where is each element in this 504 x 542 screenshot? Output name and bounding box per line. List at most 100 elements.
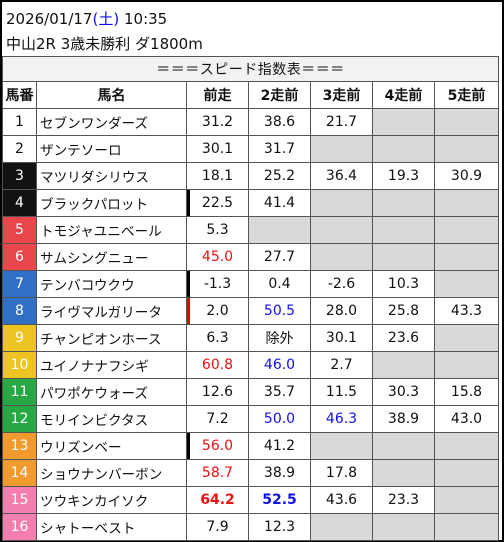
speed-index-cell: 43.6 [310, 486, 373, 514]
speed-index-cell: 22.5 [186, 189, 249, 217]
table-row: 13 ウリズンベー 56.0 41.2 [2, 432, 499, 460]
column-header-4-races-ago: 4走前 [372, 81, 435, 109]
speed-index-cell: 27.7 [248, 243, 311, 271]
speed-index-cell: -1.3 [186, 270, 249, 298]
speed-index-cell: 52.5 [248, 486, 311, 514]
table-row: 14 ショウナンバーボン 58.7 38.9 17.8 [2, 459, 499, 487]
speed-index-cell: 7.2 [186, 405, 249, 433]
horse-number-cell: 2 [2, 135, 37, 163]
empty-index-cell [434, 351, 499, 379]
horse-number-cell: 7 [2, 270, 37, 298]
horse-name-cell: ユイノナナフシギ [36, 351, 187, 379]
horse-number-cell: 11 [2, 378, 37, 406]
empty-index-cell [310, 216, 373, 244]
column-header-name: 馬名 [36, 81, 187, 109]
speed-index-cell: 43.0 [434, 405, 499, 433]
table-row: 10 ユイノナナフシギ 60.8 46.0 2.7 [2, 351, 499, 379]
horse-name-cell: トモジャユニベール [36, 216, 187, 244]
speed-index-cell: 0.4 [248, 270, 311, 298]
table-row: 8 ライヴマルガリータ 2.0 50.5 28.0 25.8 43.3 [2, 297, 499, 325]
empty-index-cell [310, 189, 373, 217]
horse-name-cell: パワポケウォーズ [36, 378, 187, 406]
horse-number-cell: 12 [2, 405, 37, 433]
horse-name-cell: ザンテソーロ [36, 135, 187, 163]
empty-index-cell [372, 135, 435, 163]
empty-index-cell [434, 189, 499, 217]
horse-number-cell: 3 [2, 162, 37, 190]
empty-index-cell [372, 189, 435, 217]
speed-index-cell: 2.0 [186, 297, 249, 325]
table-row: 4 ブラックパロット 22.5 41.4 [2, 189, 499, 217]
speed-index-cell: 56.0 [186, 432, 249, 460]
empty-index-cell [434, 432, 499, 460]
speed-index-cell: 25.8 [372, 297, 435, 325]
table-row: 12 モリインビクタス 7.2 50.0 46.3 38.9 43.0 [2, 405, 499, 433]
empty-index-cell [372, 459, 435, 487]
empty-index-cell [248, 216, 311, 244]
speed-index-cell: 31.2 [186, 108, 249, 136]
horse-number-cell: 13 [2, 432, 37, 460]
speed-index-cell: 10.3 [372, 270, 435, 298]
speed-index-cell: 58.7 [186, 459, 249, 487]
speed-index-cell: 5.3 [186, 216, 249, 244]
speed-index-cell: 38.9 [372, 405, 435, 433]
empty-index-cell [434, 513, 499, 541]
speed-index-cell: 30.1 [186, 135, 249, 163]
speed-index-cell: 46.3 [310, 405, 373, 433]
table-row: 7 テンバコウクウ -1.3 0.4 -2.6 10.3 [2, 270, 499, 298]
speed-index-cell: 21.7 [310, 108, 373, 136]
speed-index-cell: 除外 [248, 324, 311, 352]
speed-index-cell: 46.0 [248, 351, 311, 379]
speed-index-cell: 30.1 [310, 324, 373, 352]
race-info: 中山2R 3歳未勝利 ダ1800m [6, 35, 203, 53]
horse-number-cell: 14 [2, 459, 37, 487]
horse-name-cell: モリインビクタス [36, 405, 187, 433]
speed-index-cell: 2.7 [310, 351, 373, 379]
speed-index-cell: 50.5 [248, 297, 311, 325]
speed-index-cell: -2.6 [310, 270, 373, 298]
table-row: 11 パワポケウォーズ 12.6 35.7 11.5 30.3 15.8 [2, 378, 499, 406]
table-row: 2 ザンテソーロ 30.1 31.7 [2, 135, 499, 163]
speed-index-cell: 18.1 [186, 162, 249, 190]
column-header-row: 馬番 馬名 前走 2走前 3走前 4走前 5走前 [2, 81, 499, 109]
horse-name-cell: ブラックパロット [36, 189, 187, 217]
speed-index-cell: 12.6 [186, 378, 249, 406]
speed-index-cell: 30.3 [372, 378, 435, 406]
table-row: 6 サムシングニュー 45.0 27.7 [2, 243, 499, 271]
empty-index-cell [434, 486, 499, 514]
table-row: 3 マツリダシリウス 18.1 25.2 36.4 19.3 30.9 [2, 162, 499, 190]
race-datetime: 2026/01/17(土) 10:35 [6, 8, 167, 29]
column-header-2-races-ago: 2走前 [248, 81, 311, 109]
empty-index-cell [434, 243, 499, 271]
horse-name-cell: テンバコウクウ [36, 270, 187, 298]
horse-number-cell: 16 [2, 513, 37, 541]
table-row: 15 ツウキンカイソク 64.2 52.5 43.6 23.3 [2, 486, 499, 514]
table-row: 16 シャトーベスト 7.9 12.3 [2, 513, 499, 541]
speed-index-cell: 38.9 [248, 459, 311, 487]
race-time: 10:35 [123, 10, 168, 28]
empty-index-cell [434, 270, 499, 298]
day-of-week: (土) [92, 10, 120, 28]
horse-number-cell: 8 [2, 297, 37, 325]
horse-number-cell: 6 [2, 243, 37, 271]
speed-index-cell: 28.0 [310, 297, 373, 325]
empty-index-cell [434, 108, 499, 136]
speed-index-cell: 43.3 [434, 297, 499, 325]
horse-number-cell: 9 [2, 324, 37, 352]
race-date: 2026/01/17 [6, 10, 93, 28]
speed-index-cell: 6.3 [186, 324, 249, 352]
speed-index-cell: 11.5 [310, 378, 373, 406]
speed-index-cell: 23.6 [372, 324, 435, 352]
speed-index-table: ＝＝＝スピード指数表＝＝＝ 馬番 馬名 前走 2走前 3走前 4走前 5走前 1… [2, 56, 499, 541]
speed-index-cell: 15.8 [434, 378, 499, 406]
empty-index-cell [372, 243, 435, 271]
speed-index-cell: 23.3 [372, 486, 435, 514]
speed-index-cell: 41.4 [248, 189, 311, 217]
horse-name-cell: サムシングニュー [36, 243, 187, 271]
horse-name-cell: ショウナンバーボン [36, 459, 187, 487]
speed-index-cell: 50.0 [248, 405, 311, 433]
speed-index-cell: 45.0 [186, 243, 249, 271]
horse-name-cell: セブンワンダーズ [36, 108, 187, 136]
horse-number-cell: 10 [2, 351, 37, 379]
column-header-number: 馬番 [2, 81, 37, 109]
